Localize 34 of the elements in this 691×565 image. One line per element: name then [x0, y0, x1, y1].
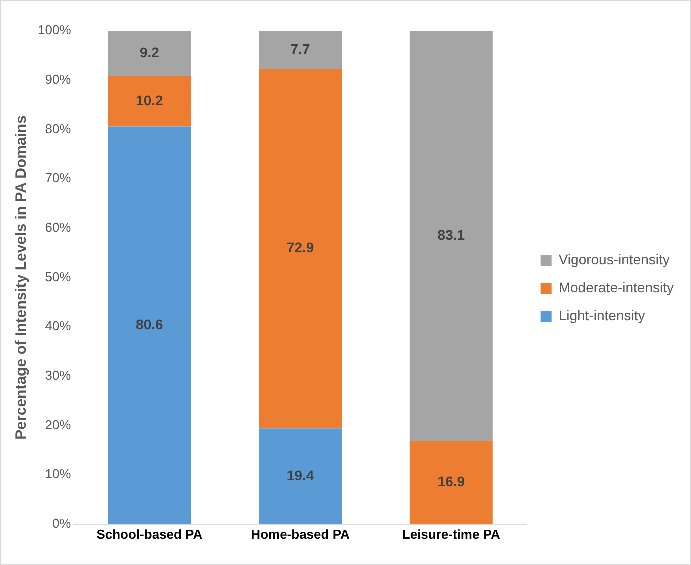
y-tick-label: 70% [45, 170, 72, 186]
legend-label: Moderate-intensity [558, 279, 674, 296]
y-tick-label: 100% [38, 22, 72, 38]
y-axis-title: Percentage of Intensity Levels in PA Domains [13, 116, 30, 440]
data-label: 7.7 [290, 40, 310, 57]
legend-label: Light-intensity [558, 307, 646, 324]
data-label: 19.4 [286, 467, 314, 484]
bar [108, 76, 192, 127]
x-tick-label: School-based PA [96, 526, 204, 542]
y-tick-label: 60% [45, 220, 72, 235]
y-tick-label: 80% [45, 121, 72, 136]
data-label: 83.1 [438, 226, 466, 243]
y-tick-label: 10% [45, 466, 72, 482]
y-tick-label: 50% [45, 269, 72, 284]
bar [259, 68, 342, 429]
data-label: 72.9 [286, 240, 314, 256]
y-tick-label: 30% [45, 368, 72, 383]
x-tick-label: Leisure-time PA [402, 526, 502, 542]
data-label: 9.2 [140, 44, 160, 61]
bar [108, 31, 192, 76]
data-label: 10.2 [136, 92, 164, 108]
bar [108, 126, 192, 524]
y-tick-label: 90% [45, 72, 72, 87]
bar [259, 428, 342, 524]
y-tick-label: 20% [45, 417, 72, 432]
data-label: 16.9 [438, 474, 466, 490]
x-tick-label: Home-based PA [251, 526, 351, 542]
y-tick-label: 40% [45, 318, 72, 334]
legend-label: Vigorous-intensity [558, 251, 670, 268]
bar [410, 31, 493, 442]
y-tick-label: 0% [52, 516, 72, 531]
bar [259, 31, 342, 69]
data-label: 80.6 [136, 316, 164, 332]
bar [410, 441, 493, 524]
